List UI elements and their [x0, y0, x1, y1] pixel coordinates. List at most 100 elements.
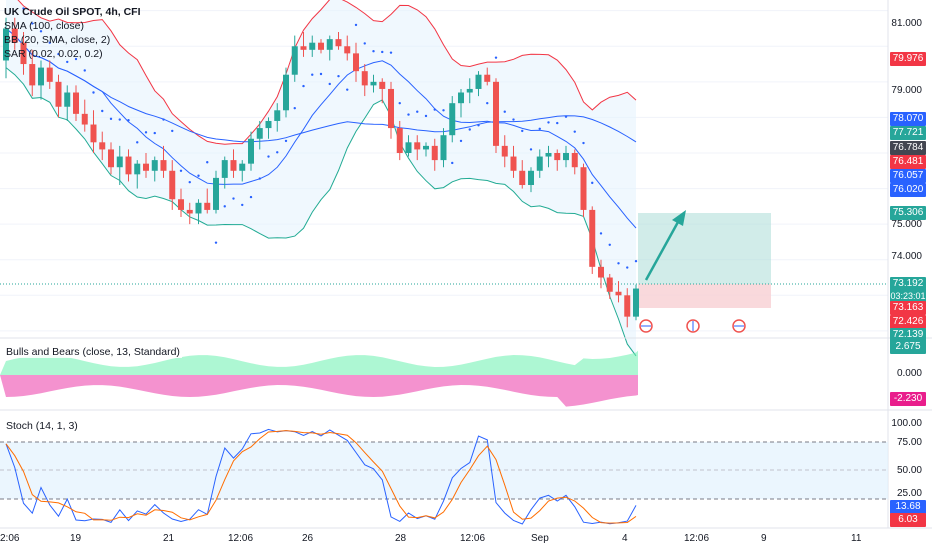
sar-dot — [328, 82, 331, 86]
candle-body — [169, 170, 176, 200]
sar-dot — [573, 130, 576, 133]
time-tick: 2:06 — [0, 533, 20, 544]
stoch-d-tag: 6.03 — [890, 513, 926, 527]
stoch-label[interactable]: Stoch (14, 1, 3) — [4, 420, 80, 432]
candle-body — [589, 209, 596, 267]
candle-body — [116, 156, 123, 168]
candle-body — [396, 128, 403, 153]
sar-legend[interactable]: SAR (0.02, 0.02, 0.2) — [4, 48, 103, 60]
sar-tag: 77.721 — [890, 126, 926, 140]
bulls-histogram — [0, 350, 638, 375]
candle-body — [134, 163, 141, 175]
stoch-tick: 100.00 — [891, 418, 922, 429]
stoch-k-line — [5, 428, 637, 525]
bulls-bears-label[interactable]: Bulls and Bears (close, 13, Standard) — [4, 346, 182, 358]
long-position-target-zone[interactable] — [638, 213, 771, 284]
candle-body — [20, 42, 27, 65]
candle-body — [344, 46, 351, 54]
time-tick: 19 — [70, 533, 82, 544]
sar-dot — [494, 56, 498, 59]
candle-body — [300, 46, 307, 50]
candle-body — [536, 156, 543, 171]
candle-body — [230, 160, 237, 171]
sar-dot — [241, 203, 244, 207]
candle-body — [256, 128, 263, 139]
sma-line — [5, 28, 637, 143]
sar-dot — [372, 50, 375, 53]
candle-body — [195, 202, 202, 214]
candle-body — [580, 167, 587, 210]
sar-dot — [127, 119, 130, 122]
candle-body — [405, 142, 412, 153]
sar-dot — [389, 51, 393, 54]
candle-body — [353, 53, 359, 72]
candle-body — [125, 156, 132, 175]
bollinger-lower-line — [5, 67, 637, 357]
sar-dot — [83, 69, 86, 72]
sar-dot — [206, 161, 209, 164]
candle-body — [283, 74, 289, 111]
candle-body — [160, 160, 167, 171]
time-tick: 12:06 — [684, 533, 710, 544]
candle-body — [493, 81, 499, 146]
time-tick: 26 — [302, 533, 314, 544]
sar-dot — [162, 118, 165, 121]
sar-dot — [529, 148, 533, 151]
bollinger-upper-line — [17, 0, 637, 145]
sar-dot — [223, 205, 226, 208]
bb-mid-tag: 76.020 — [890, 183, 926, 197]
sar-dot — [398, 101, 401, 105]
sar-dot — [267, 155, 270, 158]
candle-body — [423, 145, 429, 150]
price-tick: 75.000 — [891, 219, 922, 230]
sar-dot — [486, 101, 489, 105]
sar-dot — [214, 241, 218, 244]
candle-body — [221, 160, 228, 178]
candle-body — [265, 120, 272, 129]
sar-dot — [381, 50, 384, 54]
candle-body — [554, 152, 561, 161]
candle-body — [501, 145, 508, 157]
sar-dot — [92, 91, 95, 94]
sar-dot — [171, 129, 174, 133]
prev-close-tag: 76.784 — [890, 141, 926, 155]
sar-dot — [468, 128, 471, 131]
candle-body — [633, 288, 639, 317]
sar-dot — [118, 118, 121, 121]
price-tick: 74.000 — [891, 251, 922, 262]
bb-mid-tag: 76.057 — [890, 169, 926, 183]
sar-dot — [144, 131, 148, 134]
symbol-title[interactable]: UK Crude Oil SPOT, 4h, CFI — [4, 6, 141, 18]
sar-dot — [276, 151, 279, 154]
time-tick: 28 — [395, 533, 407, 544]
candle-body — [55, 81, 62, 107]
sar-dot — [39, 30, 43, 33]
candle-body — [11, 28, 18, 43]
sar-dot — [179, 169, 183, 172]
bb-legend[interactable]: BB (20, SMA, close, 2) — [4, 34, 111, 46]
long-position-stop-zone[interactable] — [638, 284, 771, 308]
candle-body — [458, 92, 464, 104]
chart-legend[interactable]: UK Crude Oil SPOT, 4h, CFI SMA (100, clo… — [4, 5, 141, 61]
sar-dot — [564, 115, 568, 118]
bulls-value-tag: 2.675 — [890, 340, 926, 354]
sma-legend[interactable]: SMA (100, close) — [4, 20, 84, 32]
economic-event-icons[interactable] — [639, 319, 746, 333]
candle-body — [510, 156, 517, 171]
stop-price-tag: 73.163 — [890, 301, 926, 315]
candlestick-series — [3, 17, 639, 328]
candle-body — [239, 163, 246, 171]
sar-dot — [354, 23, 358, 27]
stoch-k-tag: 13.68 — [890, 500, 926, 514]
forecast-arrow[interactable] — [644, 210, 686, 281]
candle-body — [440, 135, 447, 161]
sar-dot — [197, 174, 200, 177]
candle-body — [108, 149, 114, 168]
sar-dot — [477, 124, 480, 127]
sar-dot — [363, 42, 366, 45]
candle-body — [99, 142, 106, 150]
candle-body — [81, 113, 88, 125]
sar-dot — [591, 181, 594, 185]
